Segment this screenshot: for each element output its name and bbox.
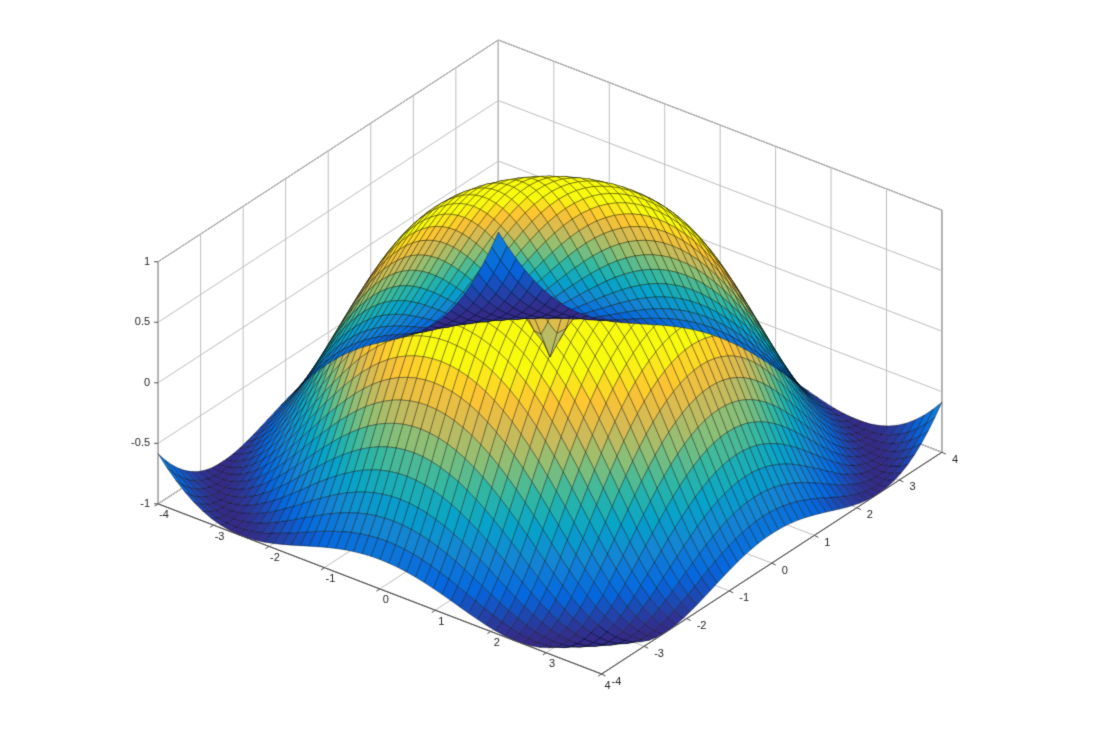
surface-plot-3d	[0, 0, 1100, 734]
